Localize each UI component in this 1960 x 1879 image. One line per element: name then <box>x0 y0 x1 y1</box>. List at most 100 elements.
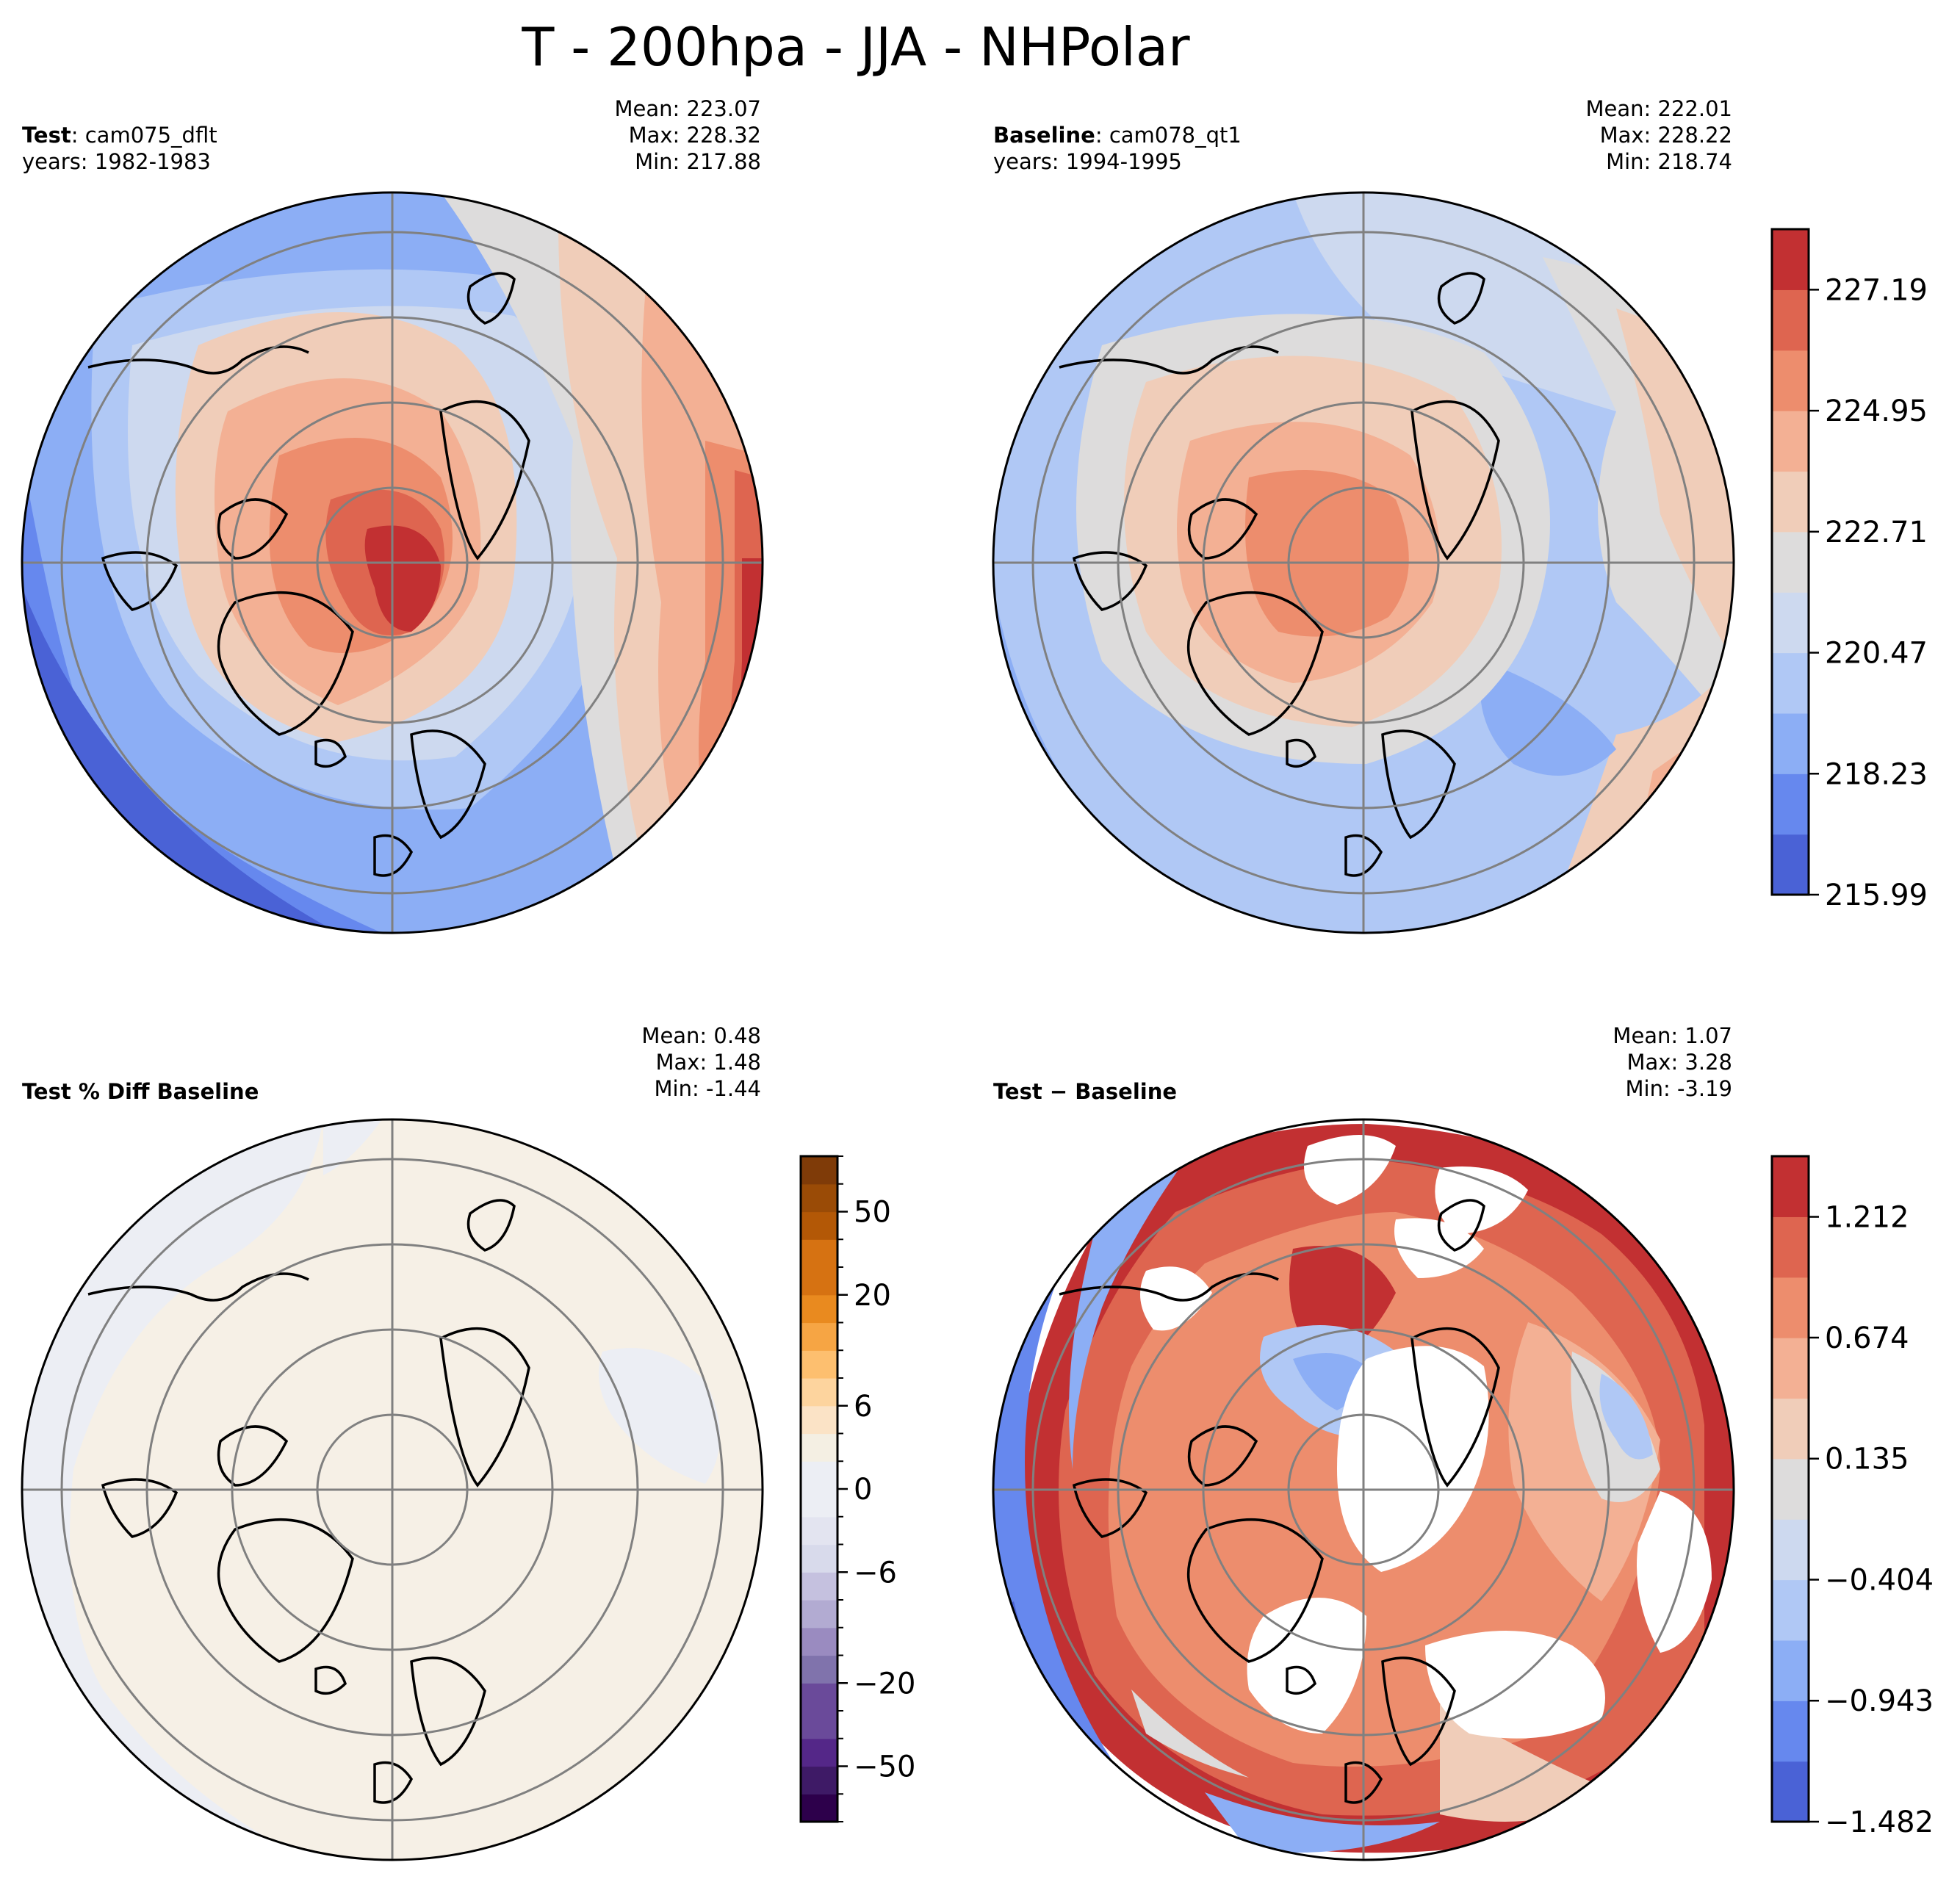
pctdiff-max: Max: 1.48 <box>655 1050 761 1075</box>
colorbar-pctdiff-tick-label: 50 <box>854 1196 891 1230</box>
colorbar-diff-segment <box>1772 1216 1809 1278</box>
colorbar-pctdiff-segment <box>801 1683 837 1712</box>
colorbar-pctdiff-segment <box>801 1572 837 1601</box>
colorbar-pctdiff-tick-label: −20 <box>854 1667 915 1701</box>
test-graticule <box>22 192 763 933</box>
baseline-label-sep: : <box>1095 123 1109 148</box>
pctdiff-min: Min: -1.44 <box>654 1076 761 1101</box>
colorbar-pctdiff-segment <box>801 1294 837 1324</box>
colorbar-pctdiff-segment <box>801 1433 837 1462</box>
colorbar-diff-outline <box>1770 1155 1810 1823</box>
colorbar-main-segment <box>1772 773 1809 835</box>
colorbar-main-tick-label: 220.47 <box>1825 637 1928 671</box>
colorbar-diff-tick-label: 0.674 <box>1825 1321 1909 1355</box>
colorbar-pctdiff-tick-label: 20 <box>854 1279 891 1313</box>
colorbar-main-segment <box>1772 471 1809 533</box>
colorbar-diff-segment <box>1772 1458 1809 1520</box>
baseline-label-bold: Baseline <box>993 123 1095 148</box>
colorbar-pctdiff-segment <box>801 1156 837 1185</box>
colorbar-pctdiff-segment <box>801 1544 837 1573</box>
colorbar-main-tick-label: 218.23 <box>1825 757 1928 791</box>
baseline-graticule <box>993 192 1734 933</box>
colorbar-pctdiff-segment <box>801 1461 837 1490</box>
colorbar-pctdiff-segment <box>801 1378 837 1407</box>
colorbar-main-segment <box>1772 350 1809 411</box>
baseline-map-frame <box>992 191 1735 934</box>
colorbar-pctdiff-tick-label: 6 <box>854 1390 872 1424</box>
pctdiff-stats: Mean: 0.48 Max: 1.48 Min: -1.44 <box>641 1023 761 1102</box>
colorbar-main-segment <box>1772 289 1809 351</box>
colorbar-main-segment <box>1772 713 1809 774</box>
diff-mean: Mean: 1.07 <box>1613 1023 1732 1048</box>
colorbar-main-segment <box>1772 592 1809 654</box>
colorbar-pctdiff-segment <box>801 1766 837 1795</box>
colorbar-main-tick-label: 222.71 <box>1825 516 1928 549</box>
pctdiff-title: Test % Diff Baseline <box>22 1079 259 1104</box>
baseline-stats: Mean: 222.01 Max: 228.22 Min: 218.74 <box>1586 95 1732 175</box>
colorbar-pctdiff-tick-label: −6 <box>854 1556 897 1590</box>
diff-min: Min: -3.19 <box>1625 1076 1732 1101</box>
test-map-frame <box>21 191 764 934</box>
colorbar-main-segment <box>1772 531 1809 593</box>
diff-stats: Mean: 1.07 Max: 3.28 Min: -3.19 <box>1613 1023 1732 1102</box>
colorbar-diff-segment <box>1772 1579 1809 1641</box>
colorbar-diff-segment <box>1772 1398 1809 1460</box>
baseline-map <box>992 191 1735 934</box>
colorbar-pctdiff-segment <box>801 1350 837 1379</box>
colorbar-pctdiff-segment <box>801 1738 837 1767</box>
colorbar-pctdiff-segment <box>801 1794 837 1822</box>
colorbar-main-tick-label: 215.99 <box>1825 879 1928 912</box>
colorbar-pctdiff-segment <box>801 1322 837 1351</box>
colorbar-pctdiff-segment <box>801 1211 837 1240</box>
test-stats: Mean: 223.07 Max: 228.32 Min: 217.88 <box>615 95 761 175</box>
baseline-case-name: cam078_qt1 <box>1109 123 1242 148</box>
colorbar-diff-segment <box>1772 1761 1809 1822</box>
test-map <box>21 191 764 934</box>
colorbar-pctdiff-segment <box>801 1405 837 1435</box>
colorbar-diff-segment <box>1772 1701 1809 1762</box>
colorbar-main: 215.99 218.23 220.47 222.71 224.95 227.19 <box>1770 228 1928 912</box>
colorbar-pctdiff-segment <box>801 1183 837 1213</box>
colorbar-pctdiff-segment <box>801 1267 837 1296</box>
colorbar-main-tick-label: 227.19 <box>1825 273 1928 307</box>
test-max: Max: 228.32 <box>628 123 761 148</box>
colorbar-main-segment <box>1772 411 1809 472</box>
pctdiff-mean: Mean: 0.48 <box>641 1023 761 1048</box>
diff-max: Max: 3.28 <box>1626 1050 1732 1075</box>
colorbar-pctdiff-tick-label: −50 <box>854 1750 915 1784</box>
colorbar-diff-segment <box>1772 1640 1809 1701</box>
colorbar-diff-tick-label: −0.404 <box>1825 1563 1934 1597</box>
colorbar-main-tick-label: 224.95 <box>1825 394 1928 428</box>
figure-title: T - 200hpa - JJA - NHPolar <box>522 16 1190 78</box>
colorbar-diff-tick-label: 1.212 <box>1825 1201 1909 1235</box>
colorbar-main-segment <box>1772 834 1809 895</box>
test-mean: Mean: 223.07 <box>614 96 761 121</box>
test-label-sep: : <box>71 123 85 148</box>
colorbar-pctdiff-segment <box>801 1600 837 1629</box>
colorbar-main-segment <box>1772 652 1809 714</box>
test-panel-label: Test: cam075_dflt years: 1982-1983 <box>22 122 217 175</box>
colorbar-pctdiff: −50 −20 −6 0 6 20 50 <box>799 1155 915 1823</box>
colorbar-pctdiff-tick-label: 0 <box>854 1473 872 1507</box>
baseline-mean: Mean: 222.01 <box>1585 96 1732 121</box>
colorbar-diff: −1.482 −0.943 −0.404 0.135 0.674 1.212 <box>1770 1155 1934 1839</box>
colorbar-pctdiff-segment <box>801 1655 837 1684</box>
colorbar-pctdiff-segment <box>801 1516 837 1546</box>
colorbar-main-segment <box>1772 229 1809 290</box>
colorbar-main-outline <box>1770 228 1810 896</box>
colorbar-diff-tick-label: −1.482 <box>1825 1806 1934 1839</box>
colorbar-pctdiff-segment <box>801 1239 837 1268</box>
test-years: years: 1982-1983 <box>22 149 211 174</box>
colorbar-pctdiff-segment <box>801 1711 837 1739</box>
colorbar-diff-segment <box>1772 1277 1809 1338</box>
pctdiff-graticule <box>22 1119 763 1860</box>
baseline-min: Min: 218.74 <box>1606 149 1732 174</box>
pctdiff-panel-label: Test % Diff Baseline <box>22 1078 259 1105</box>
colorbar-diff-segment <box>1772 1519 1809 1581</box>
baseline-years: years: 1994-1995 <box>993 149 1182 174</box>
pctdiff-map-frame <box>21 1118 764 1861</box>
diff-graticule <box>993 1119 1734 1860</box>
diff-panel-label: Test − Baseline <box>993 1078 1177 1105</box>
test-case-name: cam075_dflt <box>84 123 217 148</box>
colorbar-diff-segment <box>1772 1156 1809 1217</box>
